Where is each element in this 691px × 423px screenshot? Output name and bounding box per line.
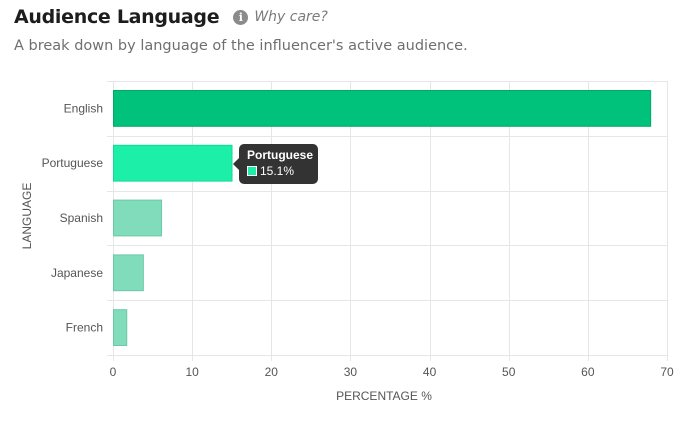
- category-label: Portuguese: [42, 156, 104, 170]
- tooltip-value: 15.1%: [260, 164, 295, 178]
- x-tick-label: 40: [423, 365, 437, 379]
- category-label: French: [66, 321, 103, 335]
- tooltip-color-swatch: [247, 166, 257, 176]
- tooltip-category: Portuguese: [247, 148, 314, 162]
- bar-portuguese: [113, 144, 233, 182]
- tooltip-value-row: 15.1%: [247, 163, 310, 179]
- x-tick-label: 30: [344, 365, 358, 379]
- category-label: Japanese: [51, 266, 103, 280]
- category-label: English: [64, 101, 103, 115]
- x-axis-label: PERCENTAGE %: [336, 389, 432, 403]
- bar-french: [113, 309, 128, 347]
- bar-english: [113, 90, 652, 127]
- section-header: Audience Language i Why care?: [14, 4, 328, 30]
- x-tick-label: 50: [502, 365, 516, 379]
- section-title: Audience Language: [14, 6, 220, 28]
- category-label: Spanish: [60, 211, 103, 225]
- why-care-link[interactable]: Why care?: [254, 9, 328, 25]
- x-tick-label: 70: [660, 365, 674, 379]
- y-axis-label: LANGUAGE: [20, 183, 34, 250]
- x-tick-label: 0: [110, 365, 117, 379]
- x-tick-label: 20: [265, 365, 279, 379]
- section-subtitle: A break down by language of the influenc…: [14, 38, 468, 54]
- chart-tooltip: Portuguese 15.1%: [233, 144, 318, 184]
- bar-japanese: [113, 254, 144, 292]
- info-icon[interactable]: i: [233, 9, 249, 25]
- x-tick-label: 60: [581, 365, 595, 379]
- x-tick-label: 10: [185, 365, 199, 379]
- bar-spanish: [113, 199, 163, 237]
